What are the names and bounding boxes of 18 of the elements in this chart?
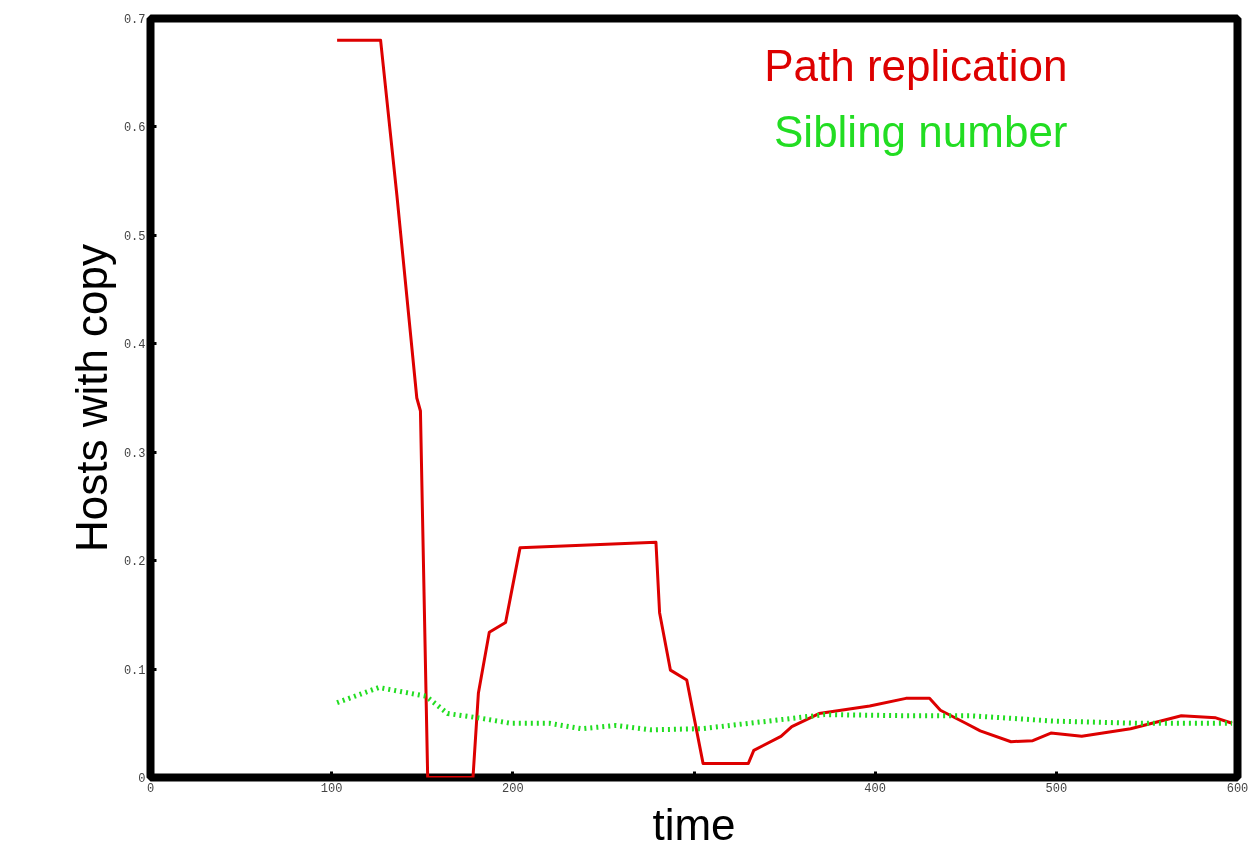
text: Path replication [764,40,1068,90]
x-tick-label: 600 [1226,781,1249,796]
y-tick-label: 0.6 [123,121,146,136]
y-tick-label: 0.1 [123,663,146,678]
x-tick-label: 100 [320,781,343,796]
text: Sibling number [774,106,1068,156]
y-tick-label: 0.5 [123,229,146,244]
y-axis-title: Hosts with copy [66,243,116,553]
x-tick-label: 400 [864,781,886,796]
y-tick-label: 0 [138,772,146,786]
line-series [335,38,1234,778]
y-tick-label: 0.2 [123,555,146,570]
y-tick-label: 0.3 [123,446,146,461]
x-axis-title: time [652,799,736,849]
y-tick-label: 0.4 [123,338,146,353]
y-tick-label: 0.7 [123,13,146,27]
x-tick-label: 200 [502,781,524,796]
x-tick-label: 500 [1045,781,1068,796]
